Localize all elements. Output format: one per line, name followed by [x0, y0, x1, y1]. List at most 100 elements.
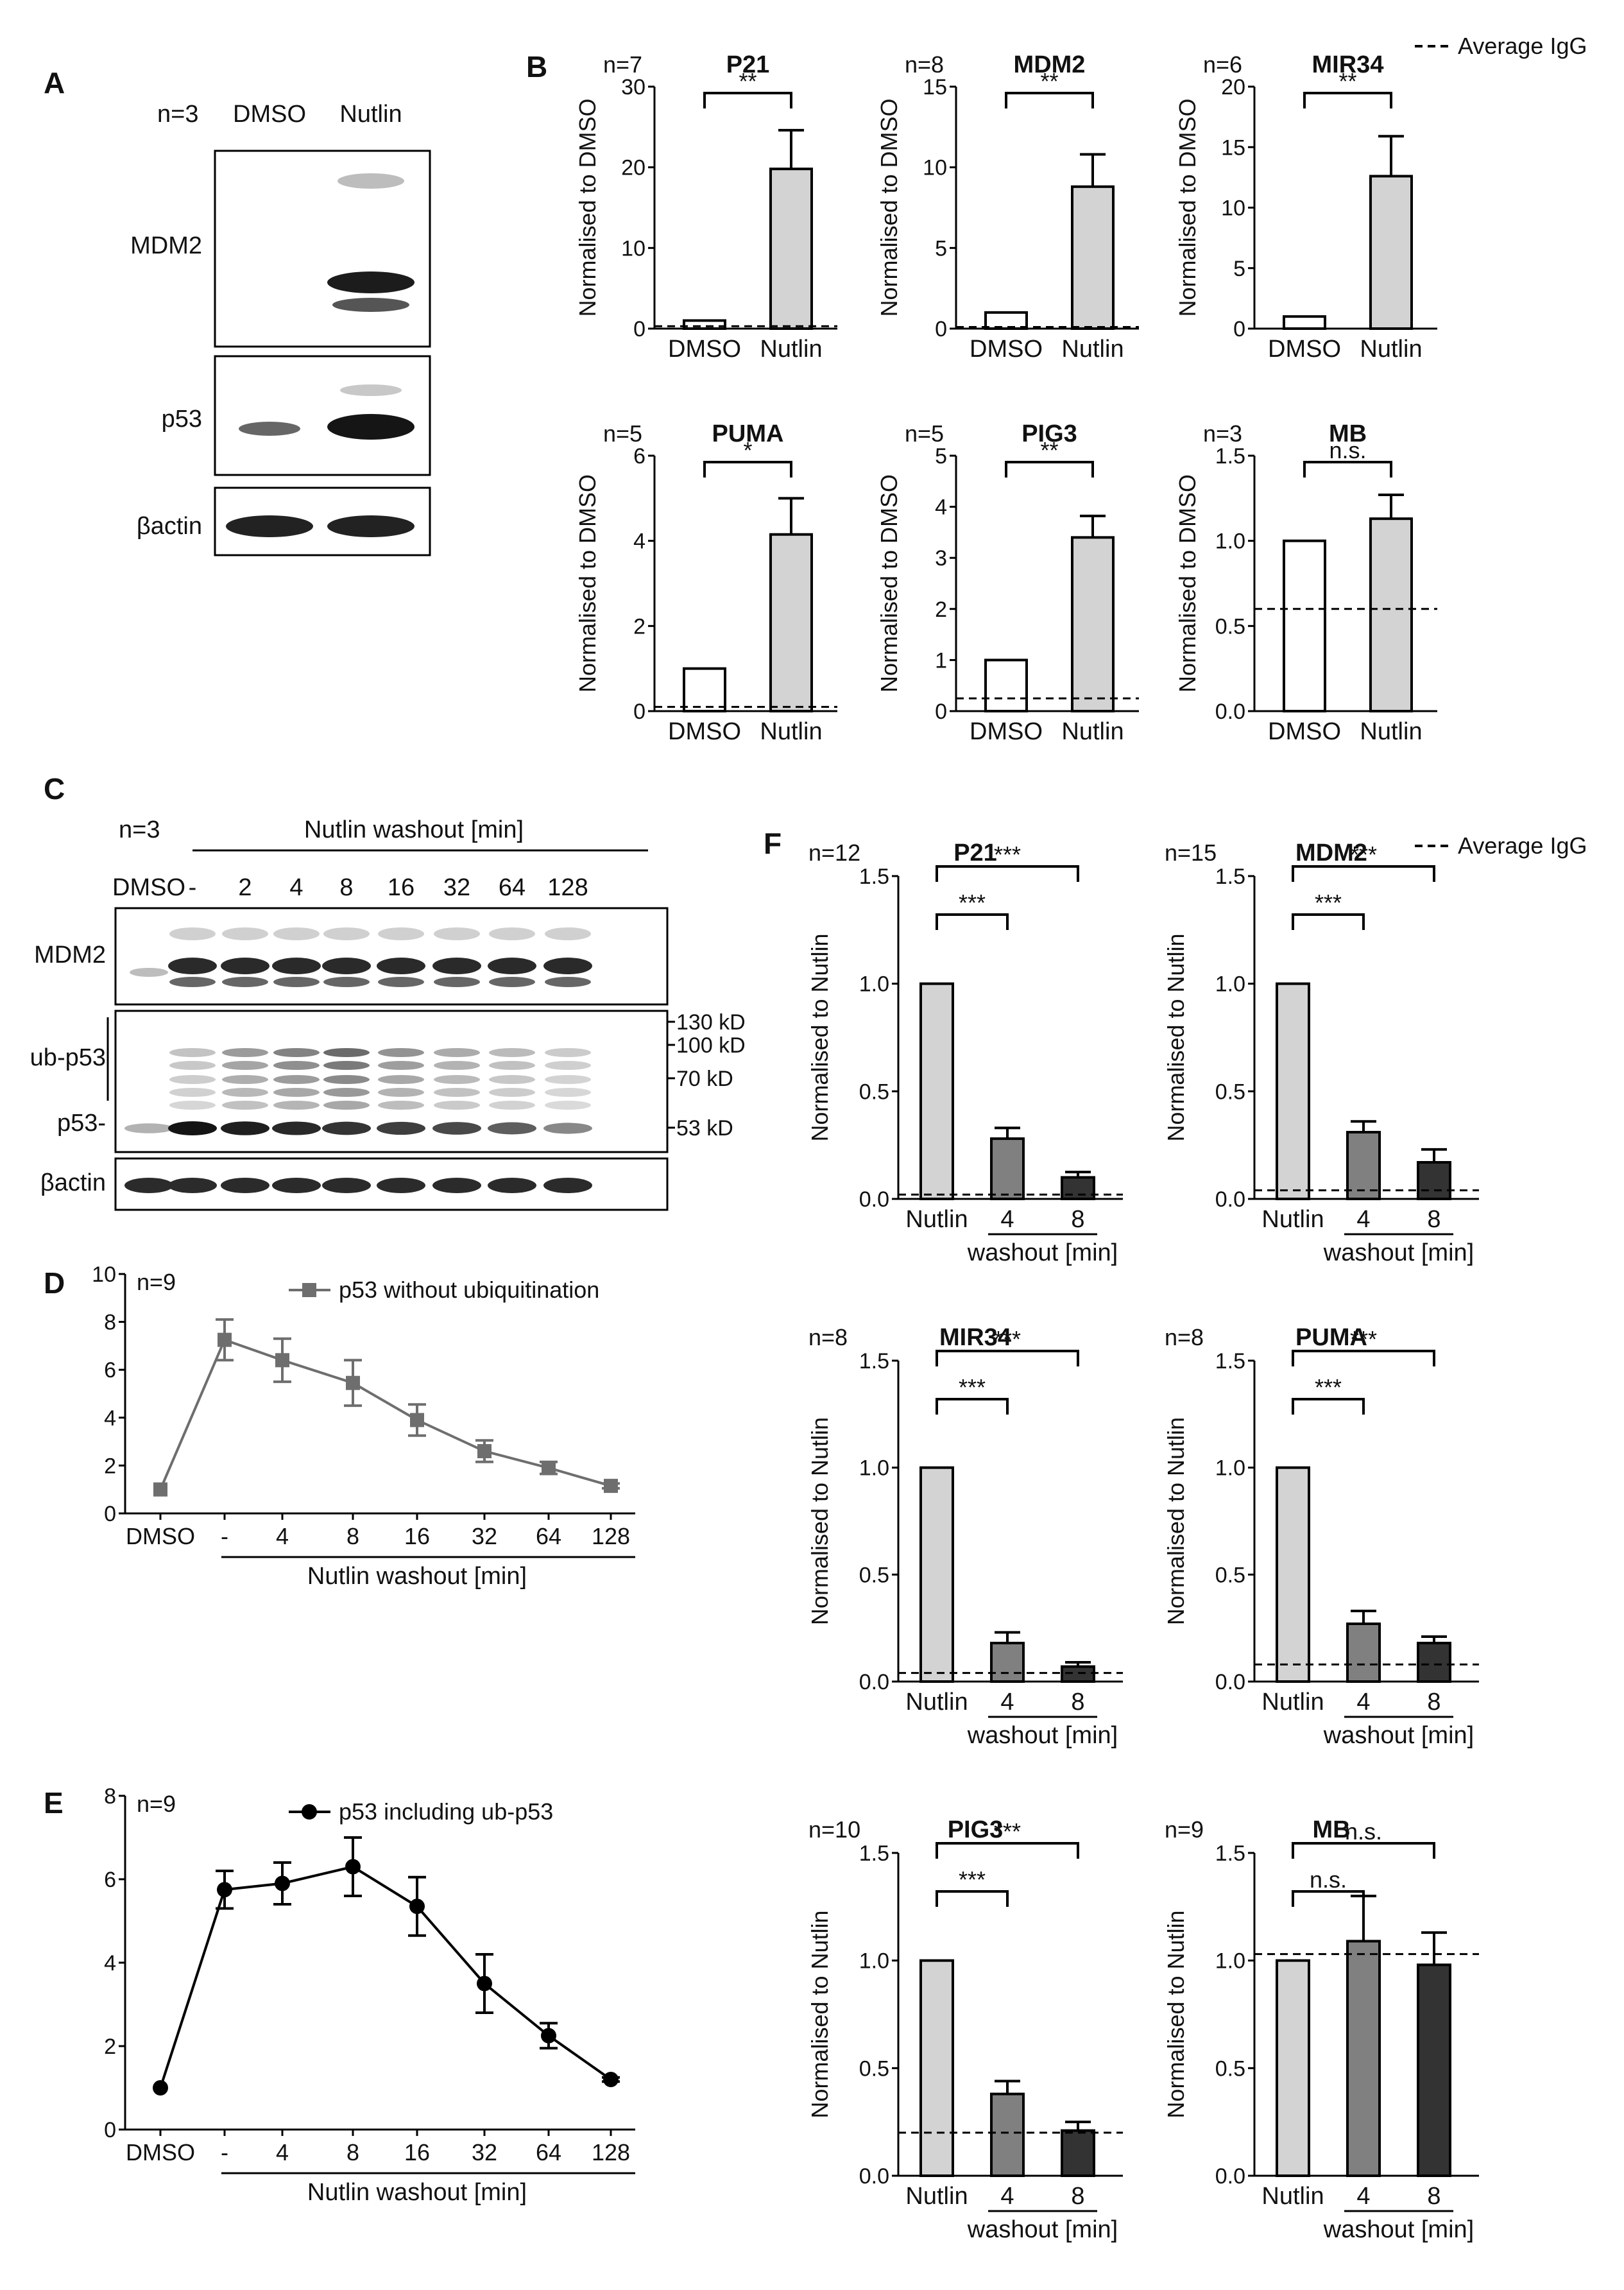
sample-size: n=8 [808, 1324, 848, 1350]
y-tick-label: 1.0 [1215, 529, 1245, 554]
data-point [542, 1461, 556, 1476]
y-axis-label: Normalised to Nutlin [1163, 933, 1189, 1141]
igg-legend-b: Average IgG [1415, 33, 1587, 59]
bar-dmso [683, 667, 726, 712]
marker-label-0: 130 kD [676, 1010, 746, 1035]
marker-label-1: 100 kD [676, 1033, 746, 1058]
significance-label: *** [1315, 1374, 1342, 1400]
band-c-ubp53-lane-5-1 [378, 1061, 424, 1070]
bar-8 [1061, 2129, 1095, 2178]
y-axis-label: Normalised to DMSO [1174, 474, 1201, 693]
x-tick-label: Nutlin [1061, 336, 1124, 363]
chart-b-mir34: 0 5 10 15 20 DMSO Nutlin Normalised to DMSO MIR3… [1174, 51, 1437, 363]
bar-4 [990, 1137, 1025, 1201]
significance-bracket [936, 1350, 1079, 1366]
band-a-mdm2-nutlin-upper [338, 173, 404, 189]
bar-nutlin [919, 1959, 954, 2178]
band-c-actin-lane-2 [221, 1178, 269, 1193]
x-tick-label: 8 [1071, 1689, 1084, 1716]
bar-4 [1346, 1623, 1381, 1683]
y-tick-label: 1.5 [1215, 444, 1245, 469]
blot-c: n=3 Nutlin washout [min] DMSO - 2 4 8 16 32 64 1… [30, 816, 746, 1211]
y-tick-label: 20 [621, 156, 645, 180]
band-c-ubp53-lane-6-2 [434, 1075, 480, 1084]
y-tick-label: 4 [104, 1406, 116, 1431]
x-tick-label: DMSO [1268, 718, 1341, 745]
bar-8 [1061, 1176, 1095, 1201]
y-axis-label: Normalised to Nutlin [807, 1910, 833, 2118]
x-tick-label: DMSO [126, 1523, 195, 1549]
band-c-mdm2-upper-lane-1 [169, 927, 216, 940]
y-tick-label: 1.5 [1215, 1841, 1245, 1866]
y-axis-label: Normalised to DMSO [574, 98, 601, 316]
y-tick-label: 30 [621, 75, 645, 99]
band-c-mdm2-upper-lane-7 [489, 927, 535, 940]
blot-c-row-p53: p53- [57, 1110, 106, 1137]
band-c-mdm2-lane-7 [488, 958, 536, 974]
band-c-ubp53-lane-3-3 [273, 1088, 320, 1097]
y-axis-label: Normalised to DMSO [1174, 98, 1201, 316]
y-tick-label: 0.5 [1215, 614, 1245, 639]
x-tick-label: - [221, 2139, 228, 2165]
band-a-p53-nutlin-upper [340, 384, 402, 396]
significance-label: n.s. [1345, 1818, 1382, 1845]
y-tick-label: 6 [104, 1868, 116, 1892]
chart-title: P21 [726, 51, 770, 78]
igg-legend-b-label: Average IgG [1458, 33, 1587, 59]
y-tick-label: 1 [935, 648, 947, 673]
chart-e-line: 0 2 4 6 8 DMSO - 4 8 16 32 64 128 Nutlin washout [min… [104, 1784, 635, 2206]
x-tick-label: Nutlin [760, 718, 822, 745]
blot-c-lane-8: 128 [547, 874, 588, 901]
band-c-ubp53-lane-7-2 [489, 1075, 535, 1084]
sample-size: n=8 [905, 51, 944, 78]
band-a-actin-nutlin [327, 515, 415, 537]
y-tick-label: 0 [935, 317, 947, 341]
band-c-mdm2-lower-lane-4 [323, 977, 370, 987]
x-tick-label: 8 [346, 2139, 359, 2165]
chart-title: MB [1312, 1816, 1350, 1843]
blot-a: n=3 DMSO Nutlin MDM2 p53 βactin [130, 101, 431, 556]
significance-bracket [1292, 1350, 1435, 1366]
x-tick-label: 128 [592, 1523, 630, 1549]
band-c-ubp53-lane-5-3 [378, 1088, 424, 1097]
panel-letter-f: F [764, 827, 782, 860]
band-c-ubp53-lane-6-0 [434, 1048, 480, 1057]
band-c-ubp53-lane-2-1 [222, 1061, 268, 1070]
blot-a-lane-nutlin: Nutlin [339, 101, 402, 128]
band-c-ubp53-lane-3-0 [273, 1048, 320, 1057]
significance-label: ** [1040, 68, 1058, 94]
legend-label: p53 without ubiquitination [339, 1277, 599, 1303]
band-a-mdm2-nutlin-lower [332, 298, 409, 312]
x-tick-label: 4 [276, 1523, 289, 1549]
x-tick-label: DMSO [970, 718, 1043, 745]
band-c-mdm2-upper-lane-6 [434, 927, 480, 940]
panel-letter-d: D [44, 1266, 65, 1300]
band-c-mdm2-lower-lane-2 [222, 977, 268, 987]
data-point [217, 1882, 232, 1898]
y-tick-label: 5 [935, 444, 947, 469]
x-tick-label: DMSO [126, 2139, 195, 2165]
x-axis-label: washout [min] [1323, 2216, 1474, 2243]
blot-c-lane-0: DMSO [112, 874, 185, 901]
y-tick-label: 10 [621, 236, 645, 261]
significance-label: *** [1350, 841, 1377, 868]
data-point [346, 1375, 360, 1390]
significance-label: ** [739, 68, 756, 94]
significance-label: ** [1338, 68, 1356, 94]
band-c-ubp53-lane-5-0 [378, 1048, 424, 1057]
chart-title: MIR34 [1312, 51, 1384, 78]
data-point [218, 1332, 232, 1347]
significance-bracket [1292, 1890, 1365, 1907]
band-c-mdm2-lower-lane-7 [489, 977, 535, 987]
x-tick-label: Nutlin [1261, 1689, 1324, 1716]
sample-size: n=10 [808, 1816, 860, 1843]
chart-title: PIG3 [948, 1816, 1004, 1843]
sample-size: n=8 [1165, 1324, 1204, 1350]
x-axis-label: washout [min] [967, 1239, 1118, 1266]
x-tick-label: 32 [472, 2139, 497, 2165]
band-c-p53-lane-6 [432, 1122, 481, 1135]
x-tick-label: 32 [472, 1523, 497, 1549]
sample-size: n=3 [1203, 420, 1242, 447]
y-tick-label: 1.0 [859, 972, 889, 997]
x-tick-label: Nutlin [1360, 718, 1422, 745]
